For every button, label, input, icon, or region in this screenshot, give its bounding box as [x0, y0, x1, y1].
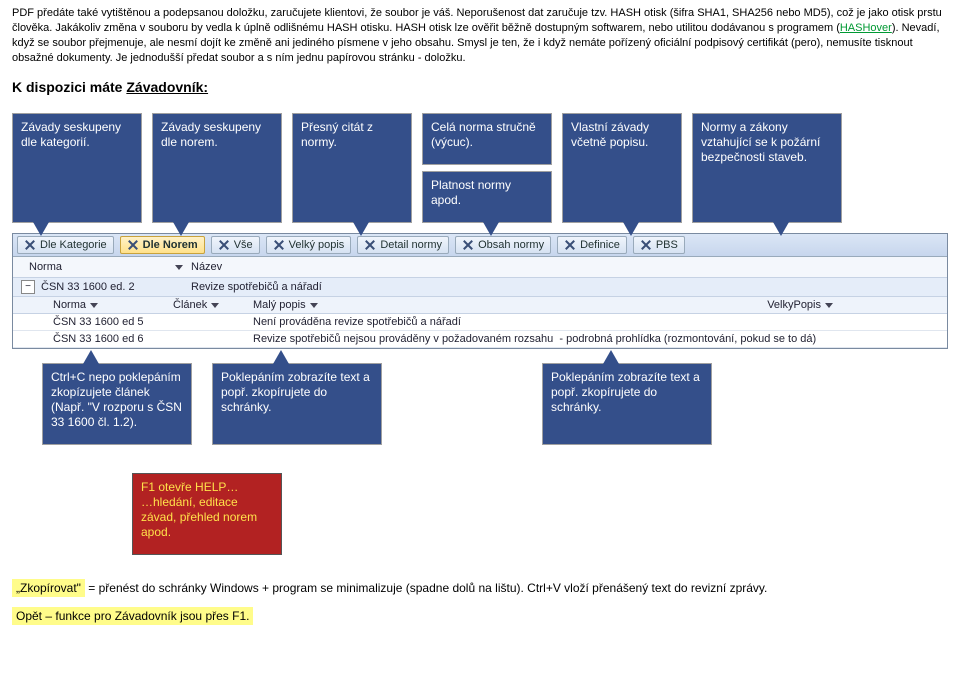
- callout-fire-safety: Normy a zákony vztahující se k požární b…: [692, 113, 842, 223]
- row1-nazev: Revize spotřebičů a nářadí: [191, 281, 939, 293]
- sort-icon: [90, 303, 98, 308]
- callout-copy-article-text: Ctrl+C nepo poklepáním zkopízujete článe…: [51, 370, 182, 429]
- top-callout-row: Závady seskupeny dle kategorií. Závady s…: [12, 113, 948, 223]
- subrow2-maly: Revize spotřebičů nejsou prováděny v pož…: [253, 333, 939, 345]
- tab-pbs-label: PBS: [656, 239, 678, 251]
- callout-own-defects: Vlastní závady včetně popisu.: [562, 113, 682, 223]
- tab-detail-normy-label: Detail normy: [380, 239, 442, 251]
- tab-definice-label: Definice: [580, 239, 620, 251]
- callout-summary: Celá norma stručně (výcuc).: [422, 113, 552, 165]
- sub-col-velky-popis[interactable]: VelkyPopis: [553, 299, 833, 311]
- callout-norms-text: Závady seskupeny dle norem.: [161, 120, 261, 149]
- callout-dblclick-2: Poklepáním zobrazíte text a popř. zkopír…: [542, 363, 712, 445]
- heading-key: Závadovník:: [126, 79, 208, 95]
- callout-categories-text: Závady seskupeny dle kategorií.: [21, 120, 121, 149]
- sub-col-velky-popis-label: VelkyPopis: [767, 299, 821, 311]
- heading-lead: K dispozici máte: [12, 79, 126, 95]
- subrow2-extra-text: - podrobná prohlídka (rozmontování, poku…: [559, 333, 816, 345]
- callout-copy-article: Ctrl+C nepo poklepáním zkopízujete článe…: [42, 363, 192, 445]
- subrow2-maly-text: Revize spotřebičů nejsou prováděny v pož…: [253, 333, 553, 345]
- tab-vse[interactable]: Vše: [211, 236, 260, 254]
- footer-f1-note: Opět – funkce pro Závadovník jsou přes F…: [12, 607, 948, 625]
- tab-dle-norem[interactable]: Dle Norem: [120, 236, 205, 254]
- close-icon: [218, 239, 230, 251]
- bottom-callout-row: Ctrl+C nepo poklepáním zkopízujete článe…: [42, 363, 948, 445]
- hashover-link[interactable]: HASHover: [840, 22, 892, 34]
- callout-categories: Závady seskupeny dle kategorií.: [12, 113, 142, 223]
- close-icon: [273, 239, 285, 251]
- tab-pbs[interactable]: PBS: [633, 236, 685, 254]
- col-nazev[interactable]: Název: [183, 259, 939, 275]
- callout-quote-text: Přesný citát z normy.: [301, 120, 373, 149]
- callout-dblclick-1-text: Poklepáním zobrazíte text a popř. zkopír…: [221, 370, 370, 414]
- callout-validity-text: Platnost normy apod.: [431, 178, 511, 207]
- footer-f1-text: Opět – funkce pro Závadovník jsou přes F…: [12, 607, 253, 625]
- grid-subheader: Norma Článek Malý popis VelkyPopis: [13, 297, 947, 314]
- subrow1-norma: ČSN 33 1600 ed 5: [53, 316, 173, 328]
- section-heading: K dispozici máte Závadovník:: [12, 79, 948, 95]
- footer-copy-note: „Zkopírovat" = přenést do schránky Windo…: [12, 579, 948, 597]
- sub-col-clanek[interactable]: Článek: [173, 299, 253, 311]
- callout-norms: Závady seskupeny dle norem.: [152, 113, 282, 223]
- sort-icon: [825, 303, 833, 308]
- grid-subrow-1[interactable]: ČSN 33 1600 ed 5 Není prováděna revize s…: [13, 314, 947, 331]
- app-screenshot: Dle Kategorie Dle Norem Vše Velký popis …: [12, 233, 948, 349]
- row1-norma: ČSN 33 1600 ed. 2: [41, 281, 191, 293]
- callout-dblclick-1: Poklepáním zobrazíte text a popř. zkopír…: [212, 363, 382, 445]
- callout-dblclick-2-text: Poklepáním zobrazíte text a popř. zkopír…: [551, 370, 700, 414]
- intro-text-1: PDF předáte také vytištěnou a podepsanou…: [12, 7, 942, 34]
- grid-row-1[interactable]: − ČSN 33 1600 ed. 2 Revize spotřebičů a …: [13, 278, 947, 297]
- sub-col-clanek-label: Článek: [173, 299, 207, 311]
- callout-f1-line2: …hledání, editace závad, přehled norem a…: [141, 495, 257, 539]
- close-icon: [564, 239, 576, 251]
- callout-quote: Přesný citát z normy.: [292, 113, 412, 223]
- callout-f1-line1: F1 otevře HELP…: [141, 480, 238, 494]
- close-icon: [462, 239, 474, 251]
- collapse-icon[interactable]: −: [21, 280, 35, 294]
- tab-obsah-normy[interactable]: Obsah normy: [455, 236, 551, 254]
- callout-validity: Platnost normy apod.: [422, 171, 552, 223]
- sort-icon: [211, 303, 219, 308]
- tab-obsah-normy-label: Obsah normy: [478, 239, 544, 251]
- callout-fire-safety-text: Normy a zákony vztahující se k požární b…: [701, 120, 820, 164]
- col-norma[interactable]: Norma: [21, 259, 171, 275]
- sub-col-maly-popis-label: Malý popis: [253, 299, 306, 311]
- tab-vse-label: Vše: [234, 239, 253, 251]
- close-icon: [24, 239, 36, 251]
- intro-paragraph: PDF předáte také vytištěnou a podepsanou…: [12, 6, 948, 65]
- tab-bar: Dle Kategorie Dle Norem Vše Velký popis …: [13, 234, 947, 257]
- tab-dle-norem-label: Dle Norem: [143, 239, 198, 251]
- sub-col-norma[interactable]: Norma: [53, 299, 173, 311]
- sub-col-norma-label: Norma: [53, 299, 86, 311]
- tab-dle-kategorie-label: Dle Kategorie: [40, 239, 107, 251]
- callout-f1-help: F1 otevře HELP… …hledání, editace závad,…: [132, 473, 282, 555]
- subrow1-maly: Není prováděna revize spotřebičů a nářad…: [253, 316, 553, 328]
- tab-velky-popis-label: Velký popis: [289, 239, 345, 251]
- callout-summary-text: Celá norma stručně (výcuc).: [431, 120, 536, 149]
- grid-subrow-2[interactable]: ČSN 33 1600 ed 6 Revize spotřebičů nejso…: [13, 331, 947, 348]
- sort-icon: [175, 265, 183, 270]
- tab-velky-popis[interactable]: Velký popis: [266, 236, 352, 254]
- sub-col-maly-popis[interactable]: Malý popis: [253, 299, 553, 311]
- callout-own-defects-text: Vlastní závady včetně popisu.: [571, 120, 649, 149]
- footer-copy-label: „Zkopírovat": [12, 579, 85, 597]
- tab-detail-normy[interactable]: Detail normy: [357, 236, 449, 254]
- tab-dle-kategorie[interactable]: Dle Kategorie: [17, 236, 114, 254]
- sort-icon: [310, 303, 318, 308]
- footer-copy-rest: = přenést do schránky Windows + program …: [85, 581, 767, 595]
- subrow2-norma: ČSN 33 1600 ed 6: [53, 333, 173, 345]
- grid-header-row: Norma Název: [13, 257, 947, 278]
- close-icon: [640, 239, 652, 251]
- tab-definice[interactable]: Definice: [557, 236, 627, 254]
- callout-stack: Celá norma stručně (výcuc). Platnost nor…: [422, 113, 552, 223]
- close-icon: [364, 239, 376, 251]
- close-icon: [127, 239, 139, 251]
